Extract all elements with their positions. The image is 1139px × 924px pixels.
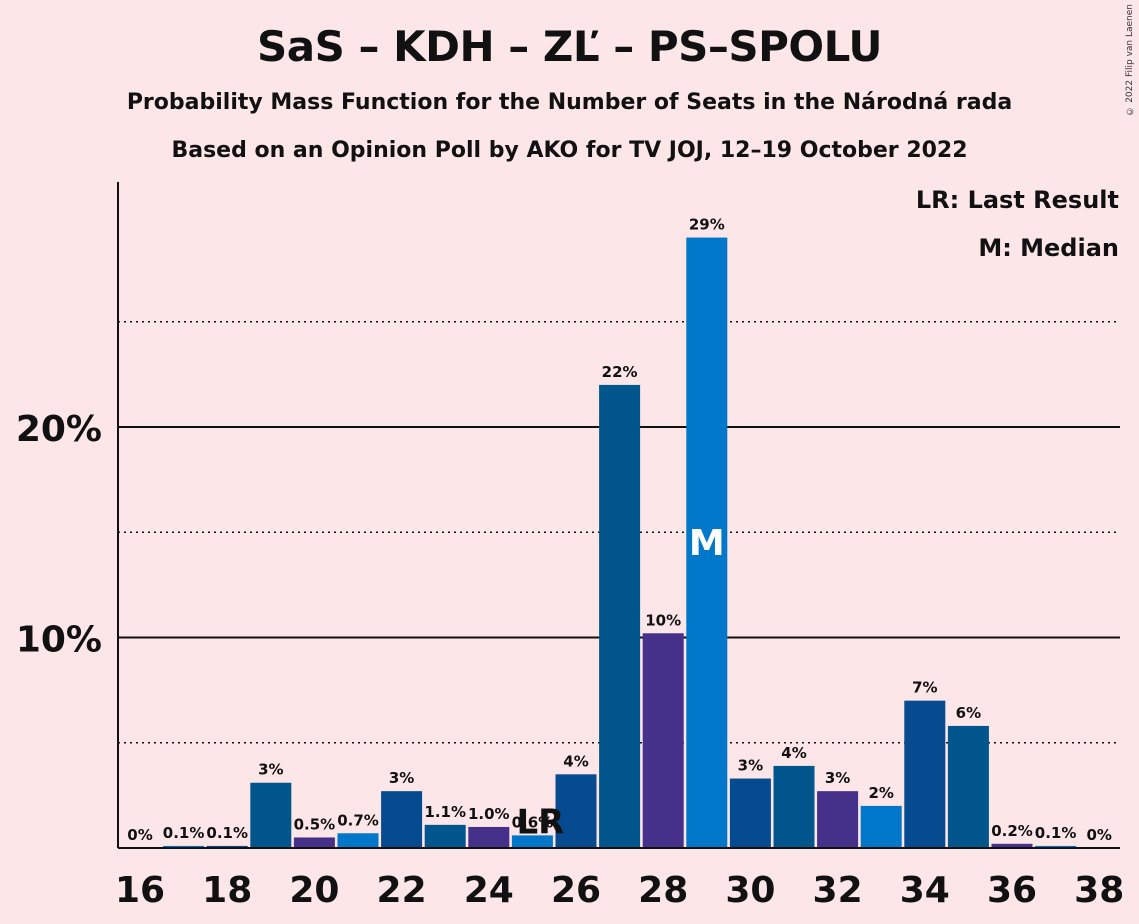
x-tick-label: 30 <box>725 870 775 911</box>
y-tick-label: 10% <box>16 620 102 661</box>
x-tick-label: 34 <box>900 870 950 911</box>
bar-data-label: 3% <box>258 761 283 779</box>
bar <box>293 837 335 848</box>
bar-data-label: 1.1% <box>424 803 466 821</box>
bar-data-label: 4% <box>563 752 588 770</box>
bar <box>817 791 859 848</box>
x-tick-label: 20 <box>289 870 339 911</box>
x-tick-label: 26 <box>551 870 601 911</box>
chart-subtitle: Probability Mass Function for the Number… <box>126 90 1013 115</box>
bar-data-label: 0.5% <box>294 815 336 833</box>
legend-last-result: LR: Last Result <box>915 186 1119 214</box>
chart-subtitle-source: Based on an Opinion Poll by AKO for TV J… <box>171 138 968 163</box>
bar-data-label: 3% <box>825 769 850 787</box>
bar <box>947 725 989 848</box>
x-tick-label: 36 <box>987 870 1037 911</box>
bar <box>860 805 902 848</box>
bar <box>424 824 466 848</box>
bar <box>729 778 771 848</box>
bar-data-label: 2% <box>868 784 893 802</box>
x-tick-label: 16 <box>115 870 165 911</box>
bar-data-label: 6% <box>956 704 981 722</box>
bar <box>250 782 292 848</box>
chart-title: SaS – KDH – ZĽ – PS–SPOLU <box>257 22 883 71</box>
bar-data-label: 0.1% <box>206 824 248 842</box>
x-tick-label: 32 <box>813 870 863 911</box>
last-result-marker: LR <box>516 802 564 842</box>
bar <box>773 765 815 848</box>
bar <box>468 826 510 848</box>
x-tick-label: 24 <box>464 870 514 911</box>
bar-data-label: 29% <box>689 216 725 234</box>
bar <box>599 384 641 848</box>
bar <box>206 845 248 848</box>
bar-data-label: 0.2% <box>991 822 1033 840</box>
bar <box>1035 845 1077 848</box>
bar <box>555 774 597 848</box>
bar-data-label: 0% <box>127 826 152 844</box>
bar-data-label: 1.0% <box>468 805 510 823</box>
legend-median: M: Median <box>978 234 1119 262</box>
x-tick-label: 38 <box>1074 870 1124 911</box>
bar <box>991 843 1033 848</box>
bar <box>686 237 728 849</box>
y-tick-label: 20% <box>16 409 102 450</box>
bar-data-label: 10% <box>645 611 681 629</box>
bar-data-label: 22% <box>602 363 638 381</box>
bar-data-label: 0.1% <box>163 824 205 842</box>
bar-data-label: 0% <box>1086 826 1111 844</box>
bar-data-label: 3% <box>389 769 414 787</box>
bar <box>381 791 423 848</box>
median-marker: M <box>689 523 725 564</box>
bar-data-label: 0.7% <box>337 811 379 829</box>
x-tick-label: 28 <box>638 870 688 911</box>
bar-data-label: 7% <box>912 679 937 697</box>
bar <box>337 833 379 848</box>
bar <box>904 700 946 848</box>
x-tick-label: 18 <box>202 870 252 911</box>
bar-data-label: 4% <box>781 744 806 762</box>
bar <box>642 633 684 848</box>
bar-data-label: 0.1% <box>1035 824 1077 842</box>
bar-data-label: 3% <box>738 757 763 775</box>
bar-data-label: 0.6% <box>512 813 554 831</box>
bar <box>511 835 553 848</box>
x-tick-label: 22 <box>377 870 427 911</box>
bar <box>163 845 205 848</box>
